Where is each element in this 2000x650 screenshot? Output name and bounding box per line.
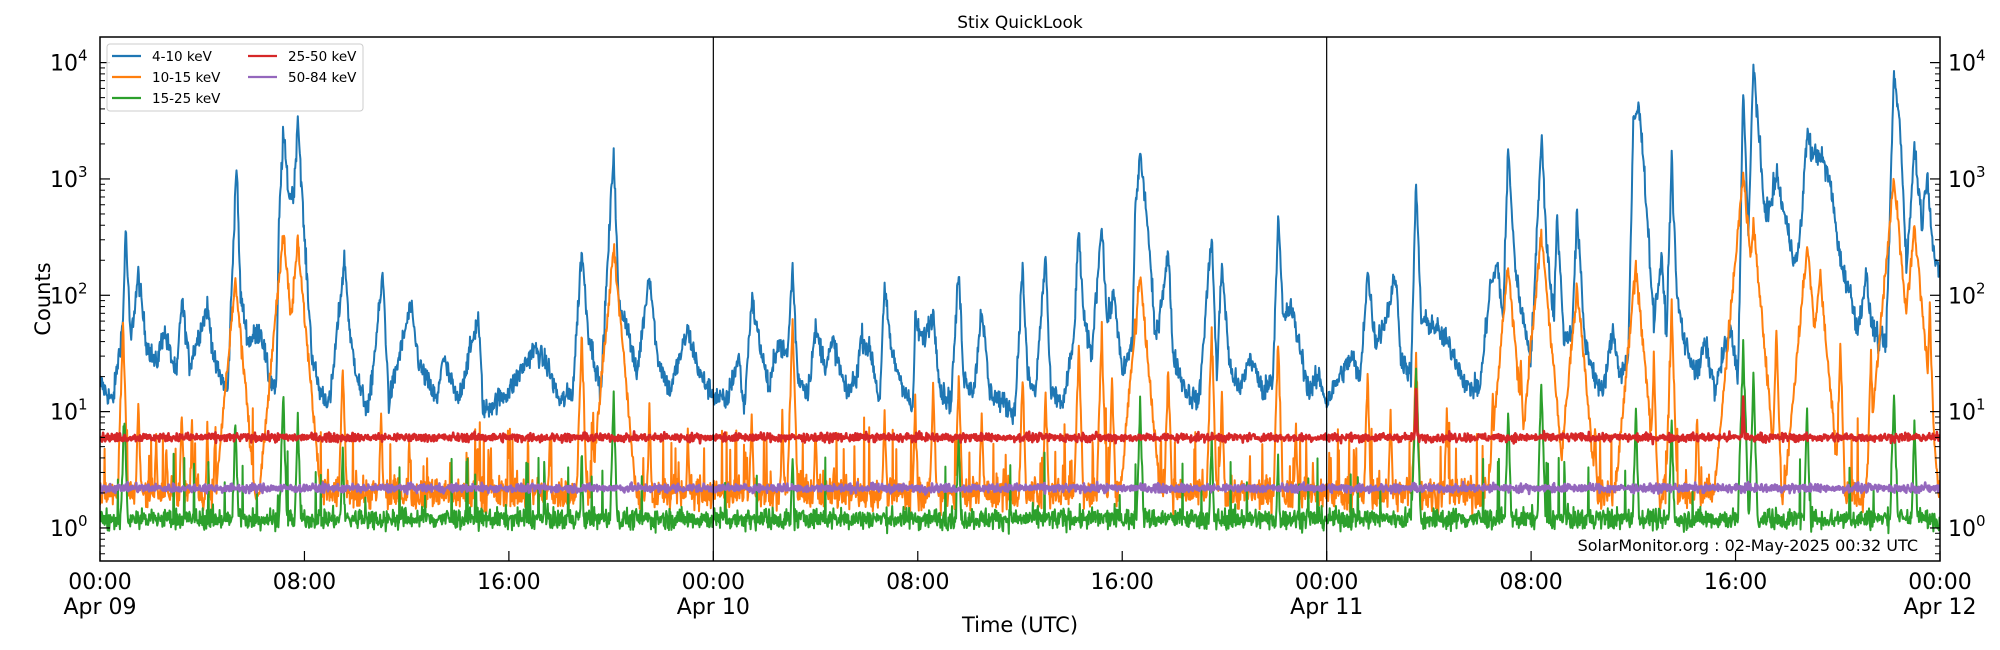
x-tick-label: 16:00 — [1704, 570, 1767, 595]
x-tick-date-label: Apr 10 — [677, 595, 750, 620]
x-tick-label: 08:00 — [1499, 570, 1562, 595]
y-axis-label: Counts — [31, 262, 55, 335]
series-line-15-25-kev — [100, 339, 1940, 535]
x-tick-label: 00:00 — [1908, 570, 1971, 595]
x-tick-label: 00:00 — [68, 570, 131, 595]
plot-frame — [99, 36, 1941, 562]
legend-box — [106, 43, 364, 112]
x-tick-label: 08:00 — [273, 570, 336, 595]
series-layer — [100, 63, 1940, 535]
x-tick-date-label: Apr 12 — [1903, 595, 1976, 620]
y-tick-label-left: 101 — [50, 396, 88, 426]
series-line-50-84-kev — [100, 480, 1940, 496]
legend-label: 15-25 keV — [152, 91, 221, 107]
y-tick-label-left: 103 — [50, 163, 88, 193]
x-tick-label: 00:00 — [1295, 570, 1358, 595]
y-tick-label-left: 102 — [50, 279, 88, 309]
series-line-10-15-kev — [100, 171, 1940, 520]
series-line-25-50-kev — [100, 387, 1940, 446]
x-axis-label: Time (UTC) — [961, 613, 1078, 637]
x-tick-label: 16:00 — [477, 570, 540, 595]
day-separators — [712, 37, 1328, 561]
legend: 4-10 keV 10-15 keV 15-25 keV 25-50 keV 50-84… — [106, 43, 364, 112]
watermark: SolarMonitor.org : 02-May-2025 00:32 UTC — [1578, 536, 1918, 555]
legend-label: 10-15 keV — [152, 70, 221, 86]
y-tick-label-left: 100 — [50, 512, 88, 542]
chart-title: Stix QuickLook — [957, 13, 1083, 33]
x-tick-date-label: Apr 11 — [1290, 595, 1363, 620]
x-tick-date-label: Apr 09 — [63, 595, 136, 620]
y-tick-label-right: 104 — [1948, 47, 1986, 77]
y-tick-label-left: 104 — [50, 47, 88, 77]
y-tick-label-right: 103 — [1948, 163, 1986, 193]
legend-label: 4-10 keV — [152, 49, 213, 65]
y-tick-label-right: 102 — [1948, 279, 1986, 309]
legend-label: 50-84 keV — [288, 70, 357, 86]
x-tick-label: 16:00 — [1091, 570, 1154, 595]
y-tick-label-right: 101 — [1948, 396, 1986, 426]
x-tick-label: 00:00 — [682, 570, 745, 595]
y-tick-label-right: 100 — [1948, 512, 1986, 542]
legend-label: 25-50 keV — [288, 49, 357, 65]
series-line-4-10-kev — [100, 63, 1940, 426]
x-tick-label: 08:00 — [886, 570, 949, 595]
